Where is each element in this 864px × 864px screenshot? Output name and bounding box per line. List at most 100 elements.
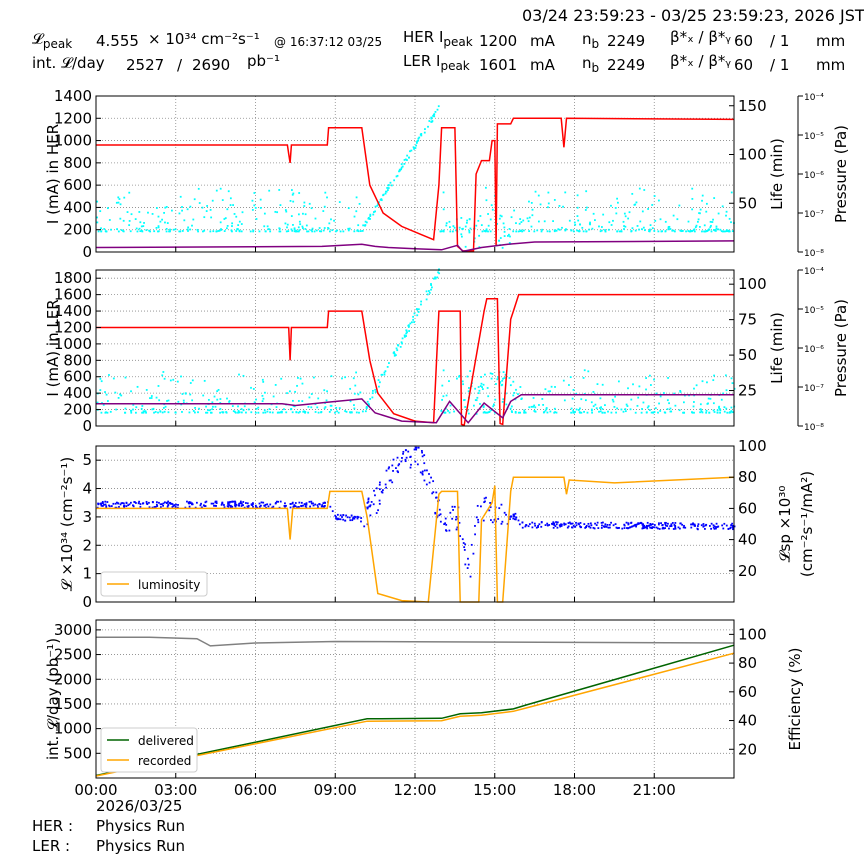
specific-lumi-point	[602, 525, 605, 528]
specific-lumi-point	[451, 505, 454, 508]
lifetime-point	[432, 114, 435, 117]
lifetime-point	[157, 385, 160, 387]
lifetime-point	[231, 230, 233, 233]
lifetime-point	[646, 406, 649, 409]
specific-lumi-point	[373, 489, 375, 492]
lifetime-point	[135, 411, 137, 414]
specific-lumi-point	[696, 527, 699, 530]
specific-lumi-point	[470, 543, 473, 546]
lifetime-point	[105, 393, 108, 396]
lifetime-point	[729, 411, 732, 414]
specific-lumi-point	[616, 527, 619, 530]
specific-lumi-point	[702, 525, 705, 527]
lifetime-point	[705, 411, 708, 414]
specific-lumi-point	[141, 502, 144, 505]
lifetime-point	[441, 398, 444, 401]
lifetime-point	[651, 204, 654, 206]
lifetime-point	[290, 407, 293, 410]
lifetime-point	[582, 377, 585, 379]
specific-lumi-point	[367, 500, 370, 503]
lifetime-point	[189, 205, 192, 208]
specific-lumi-point	[188, 501, 191, 503]
lifetime-point	[428, 290, 430, 292]
lifetime-point	[706, 381, 708, 384]
lifetime-point	[528, 200, 530, 203]
lifetime-point	[555, 229, 558, 232]
ler-nb-sub: b	[591, 61, 600, 75]
specific-lumi-point	[421, 455, 424, 458]
specific-lumi-point	[579, 526, 582, 529]
lifetime-point	[118, 198, 121, 200]
lifetime-point	[308, 396, 311, 399]
specific-lumi-point	[277, 500, 280, 503]
lifetime-point	[592, 212, 595, 215]
lifetime-point	[150, 397, 153, 399]
lifetime-point	[410, 149, 413, 152]
specific-lumi-point	[215, 502, 218, 504]
lifetime-point	[420, 133, 423, 135]
lifetime-point	[367, 217, 370, 220]
specific-lumi-point	[294, 505, 297, 508]
specific-lumi-point	[381, 489, 384, 492]
lifetime-point	[400, 166, 403, 169]
lifetime-point	[308, 202, 311, 205]
lifetime-point	[348, 227, 351, 230]
lifetime-point	[153, 230, 156, 233]
lifetime-point	[557, 228, 560, 231]
date-range: 03/24 23:59:23 - 03/25 23:59:23, 2026 JS…	[522, 6, 864, 25]
footer-her-mode: Physics Run	[96, 817, 186, 835]
ler-beta-x: 60	[734, 56, 754, 74]
lifetime-point	[208, 409, 211, 412]
specific-lumi-point	[368, 505, 371, 508]
lifetime-point	[210, 216, 213, 219]
lifetime-point	[500, 215, 503, 218]
specific-lumi-point	[387, 467, 390, 470]
specific-lumi-point	[363, 525, 366, 528]
lifetime-point	[681, 230, 684, 232]
pressure-tick-label: 10⁻⁴	[804, 93, 824, 103]
lifetime-point	[614, 395, 616, 398]
specific-lumi-point	[212, 502, 215, 505]
specific-lumi-point	[606, 524, 609, 526]
specific-lumi-point	[594, 522, 596, 525]
specific-lumi-point	[575, 521, 577, 524]
specific-lumi-point	[167, 503, 170, 506]
lifetime-point	[577, 230, 580, 232]
specific-lumi-point	[258, 502, 261, 505]
lifetime-point	[487, 395, 490, 398]
lifetime-point	[666, 399, 669, 402]
lifetime-point	[411, 321, 413, 324]
specific-lumi-point	[231, 500, 233, 503]
lifetime-point	[710, 224, 712, 227]
lifetime-point	[229, 204, 232, 206]
lifetime-point	[238, 373, 240, 376]
specific-lumi-point	[266, 503, 269, 506]
lifetime-point	[108, 374, 110, 376]
legend-label-recorded: recorded	[138, 754, 191, 768]
specific-lumi-point	[421, 451, 423, 454]
lifetime-point	[693, 411, 695, 414]
lifetime-point	[164, 221, 166, 224]
lifetime-point	[676, 218, 679, 221]
int-lumi-value1: 2527	[126, 56, 165, 74]
lifetime-point	[698, 226, 701, 228]
lifetime-point	[685, 230, 687, 233]
lifetime-point	[211, 408, 214, 411]
specific-lumi-point	[434, 511, 437, 514]
lifetime-point	[290, 189, 293, 191]
lifetime-point	[174, 411, 177, 414]
lifetime-point	[708, 228, 710, 231]
specific-lumi-point	[566, 526, 569, 529]
lifetime-point	[659, 410, 662, 412]
lifetime-point	[502, 377, 504, 380]
lifetime-point	[338, 201, 341, 203]
specific-lumi-point	[128, 503, 131, 506]
lifetime-point	[658, 402, 660, 405]
specific-lumi-point	[546, 522, 549, 525]
lifetime-point	[261, 378, 264, 381]
lifetime-point	[604, 230, 607, 233]
lifetime-point	[297, 226, 300, 229]
specific-lumi-point	[462, 542, 465, 544]
lifetime-point	[528, 406, 531, 409]
specific-lumi-point	[694, 525, 696, 527]
